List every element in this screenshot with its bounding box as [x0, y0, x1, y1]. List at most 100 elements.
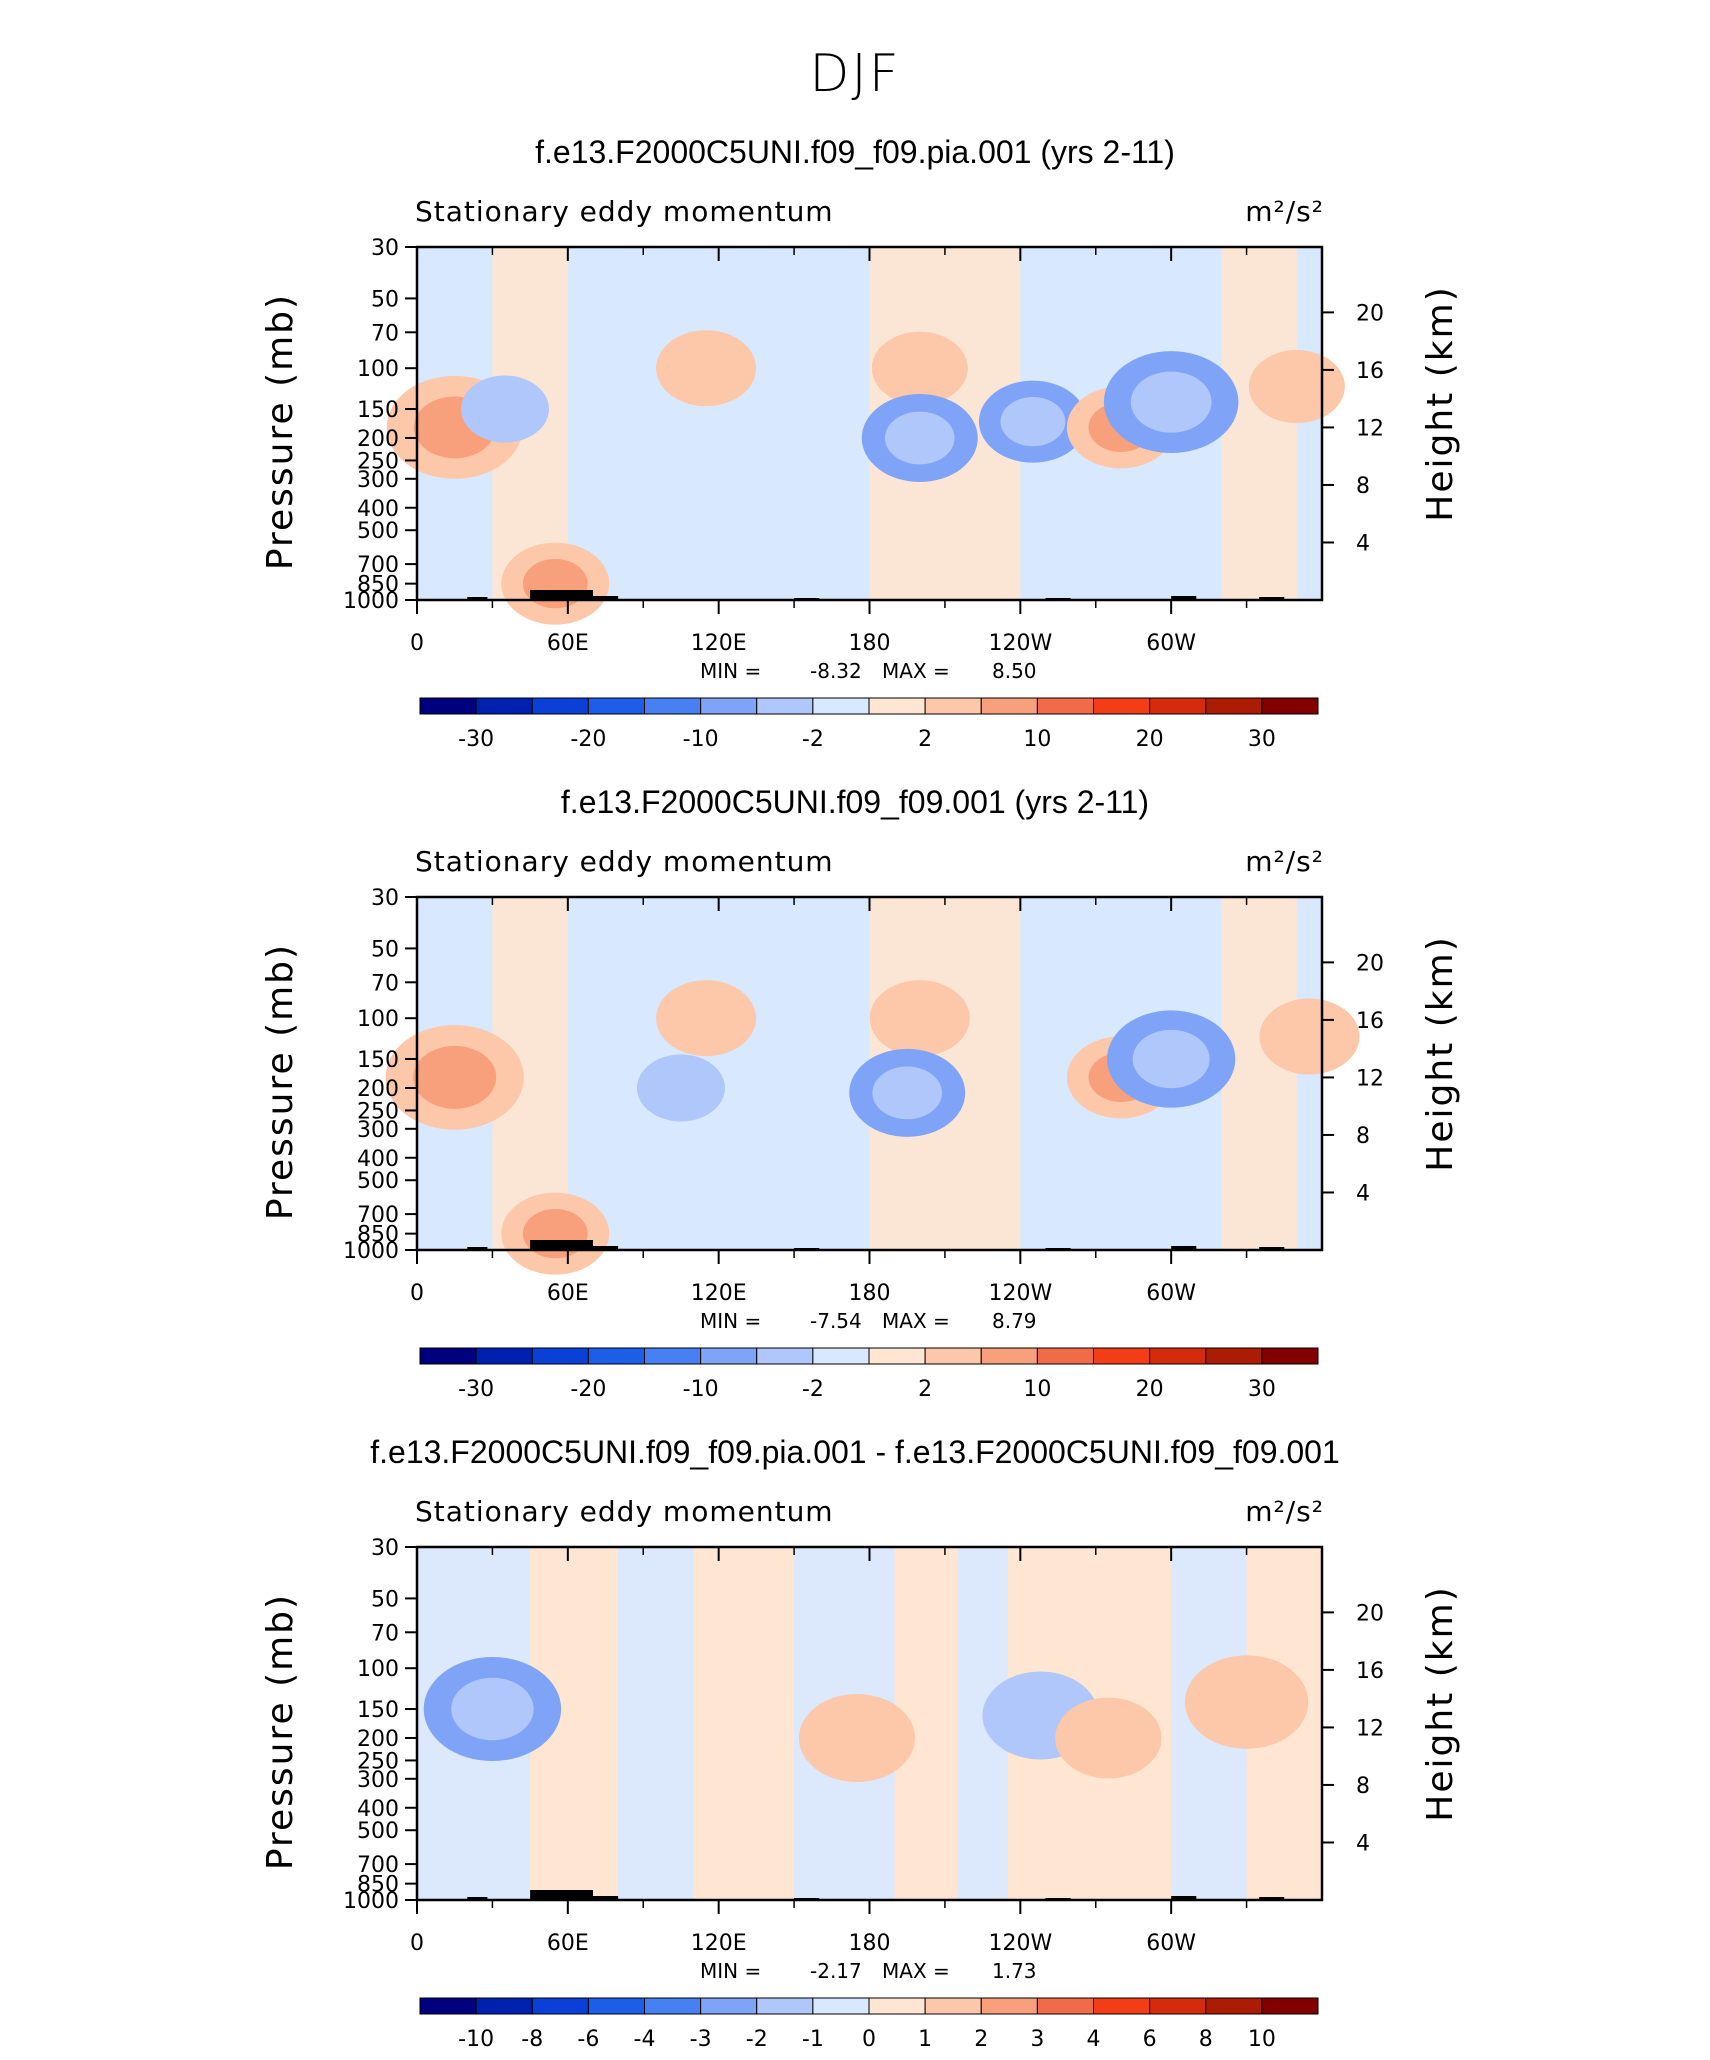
x-tick-label: 120E — [691, 1281, 747, 1306]
y-tick-label: 150 — [357, 1698, 399, 1723]
contour-plot-control: 3050701001502002503004005007008501000201… — [260, 845, 1461, 1402]
colorbar-label: 20 — [1136, 1377, 1164, 1402]
x-tick-label: 0 — [410, 631, 424, 656]
y2-tick-label: 8 — [1356, 474, 1370, 499]
y-tick-label: 850 — [357, 573, 399, 598]
y-tick-label: 200 — [357, 427, 399, 452]
field-band — [618, 1547, 694, 1900]
y-tick-label: 500 — [357, 519, 399, 544]
max-label: MAX = — [882, 1309, 950, 1333]
colorbar-swatch — [1261, 697, 1319, 715]
x-tick-label: 60E — [547, 1931, 589, 1956]
y-tick-label: 850 — [357, 1873, 399, 1898]
max-label: MAX = — [882, 659, 950, 683]
contour-region — [451, 1677, 534, 1741]
y-tick-label: 50 — [371, 1587, 399, 1612]
y-tick-label: 700 — [357, 1853, 399, 1878]
colorbar-swatch — [1149, 1997, 1207, 2015]
terrain-mask — [1259, 1247, 1285, 1250]
x-tick-label: 60W — [1146, 1281, 1196, 1306]
terrain-mask — [1171, 596, 1197, 600]
y-tick-label: 500 — [357, 1169, 399, 1194]
colorbar-label: -1 — [802, 2027, 824, 2052]
panel-stationary-eddy-difference: f.e13.F2000C5UNI.f09_f09.pia.001 - f.e13… — [0, 1300, 1710, 2052]
y-tick-label: 100 — [357, 357, 399, 382]
y-tick-label: 1000 — [343, 589, 399, 614]
field-band — [1221, 247, 1297, 600]
colorbar-label: 6 — [1143, 2027, 1157, 2052]
colorbar-swatch — [1261, 1997, 1319, 2015]
contour-region — [871, 331, 968, 405]
panel-title: f.e13.F2000C5UNI.f09_f09.001 (yrs 2-11) — [560, 784, 1150, 820]
colorbar-swatch — [587, 1997, 645, 2015]
contour-region — [1130, 371, 1212, 433]
left-string: Stationary eddy momentum — [415, 1495, 834, 1528]
contour-region — [656, 980, 757, 1057]
contour-region — [1055, 1697, 1162, 1779]
y2-tick-label: 16 — [1356, 1659, 1384, 1684]
y-tick-label: 300 — [357, 1768, 399, 1793]
y2-axis-label: Height (km) — [1420, 1585, 1461, 1821]
y2-tick-label: 12 — [1356, 416, 1384, 441]
y-tick-label: 150 — [357, 1048, 399, 1073]
contour-region — [1259, 998, 1360, 1075]
terrain-mask — [530, 1890, 593, 1900]
y2-tick-label: 20 — [1356, 301, 1384, 326]
y-axis-label: Pressure (mb) — [260, 1593, 301, 1870]
y-tick-label: 300 — [357, 468, 399, 493]
colorbar-swatch — [1093, 1997, 1151, 2015]
colorbar-label: -20 — [570, 1377, 606, 1402]
right-string: m²/s² — [1245, 195, 1324, 228]
terrain-mask — [592, 1896, 619, 1900]
y2-tick-label: 20 — [1356, 1601, 1384, 1626]
y2-tick-label: 20 — [1356, 951, 1384, 976]
colorbar-label: -10 — [458, 2027, 494, 2052]
colorbar-swatch — [1036, 1997, 1094, 2015]
y-tick-label: 70 — [371, 971, 399, 996]
contour-region — [1248, 350, 1345, 424]
max-value: 8.50 — [992, 659, 1037, 683]
y-tick-label: 400 — [357, 1797, 399, 1822]
min-value: -8.32 — [810, 659, 862, 683]
left-string: Stationary eddy momentum — [415, 845, 834, 878]
x-tick-label: 120E — [691, 631, 747, 656]
x-tick-label: 120E — [691, 1931, 747, 1956]
contour-region — [872, 1066, 943, 1120]
colorbar-label: -2 — [746, 2027, 768, 2052]
y-tick-label: 1000 — [343, 1239, 399, 1264]
contour-region — [460, 375, 549, 443]
y-tick-label: 400 — [357, 497, 399, 522]
colorbar-label: 30 — [1248, 1377, 1276, 1402]
y-tick-label: 1000 — [343, 1889, 399, 1914]
y-tick-label: 50 — [371, 937, 399, 962]
colorbar-swatch — [475, 1997, 533, 2015]
colorbar-label: 8 — [1199, 2027, 1213, 2052]
colorbar-label: 10 — [1023, 727, 1051, 752]
y-tick-label: 700 — [357, 1203, 399, 1228]
colorbar-label: -30 — [458, 1377, 494, 1402]
main-title: DJF — [809, 44, 901, 104]
y-tick-label: 150 — [357, 398, 399, 423]
colorbar-label: -20 — [570, 727, 606, 752]
colorbar-swatch — [1205, 1997, 1263, 2015]
y-tick-label: 400 — [357, 1147, 399, 1172]
y-tick-label: 850 — [357, 1223, 399, 1248]
min-label: MIN = — [700, 1959, 761, 1983]
colorbar-label: 30 — [1248, 727, 1276, 752]
colorbar-swatch — [419, 1997, 477, 2015]
terrain-mask — [592, 596, 619, 600]
colorbar-label: 10 — [1248, 2027, 1276, 2052]
colorbar-swatch — [924, 1997, 982, 2015]
y-tick-label: 100 — [357, 1657, 399, 1682]
y-tick-label: 70 — [371, 321, 399, 346]
y2-tick-label: 16 — [1356, 1009, 1384, 1034]
min-value: -2.17 — [810, 1959, 862, 1983]
field-band — [1221, 897, 1297, 1250]
colorbar-label: -8 — [521, 2027, 543, 2052]
colorbar-label: 2 — [918, 727, 932, 752]
y2-tick-label: 8 — [1356, 1124, 1370, 1149]
colorbar-swatch — [644, 1997, 702, 2015]
contour-region — [636, 1054, 725, 1122]
colorbar-swatch — [812, 1997, 870, 2015]
colorbar-label: 2 — [918, 1377, 932, 1402]
